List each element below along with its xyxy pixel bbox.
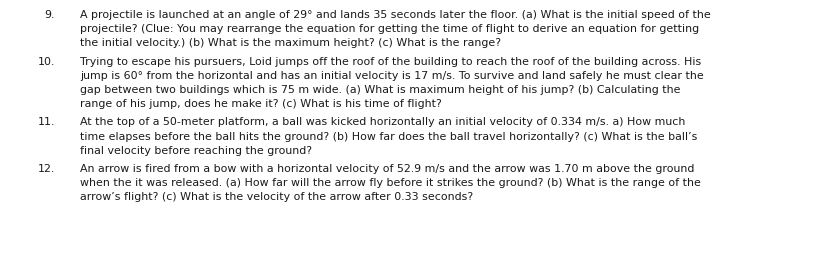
Text: final velocity before reaching the ground?: final velocity before reaching the groun… — [80, 146, 312, 156]
Text: the initial velocity.) (b) What is the maximum height? (c) What is the range?: the initial velocity.) (b) What is the m… — [80, 38, 501, 48]
Text: 9.: 9. — [45, 10, 55, 20]
Text: gap between two buildings which is 75 m wide. (a) What is maximum height of his : gap between two buildings which is 75 m … — [80, 85, 681, 95]
Text: jump is 60° from the horizontal and has an initial velocity is 17 m/s. To surviv: jump is 60° from the horizontal and has … — [80, 71, 704, 81]
Text: 11.: 11. — [37, 117, 55, 128]
Text: time elapses before the ball hits the ground? (b) How far does the ball travel h: time elapses before the ball hits the gr… — [80, 132, 697, 141]
Text: At the top of a 50-meter platform, a ball was kicked horizontally an initial vel: At the top of a 50-meter platform, a bal… — [80, 117, 686, 128]
Text: An arrow is fired from a bow with a horizontal velocity of 52.9 m/s and the arro: An arrow is fired from a bow with a hori… — [80, 164, 695, 174]
Text: arrow’s flight? (c) What is the velocity of the arrow after 0.33 seconds?: arrow’s flight? (c) What is the velocity… — [80, 192, 473, 202]
Text: 12.: 12. — [38, 164, 55, 174]
Text: Trying to escape his pursuers, Loid jumps off the roof of the building to reach : Trying to escape his pursuers, Loid jump… — [80, 56, 701, 67]
Text: range of his jump, does he make it? (c) What is his time of flight?: range of his jump, does he make it? (c) … — [80, 99, 442, 109]
Text: 10.: 10. — [37, 56, 55, 67]
Text: when the it was released. (a) How far will the arrow fly before it strikes the g: when the it was released. (a) How far wi… — [80, 178, 700, 188]
Text: A projectile is launched at an angle of 29° and lands 35 seconds later the floor: A projectile is launched at an angle of … — [80, 10, 710, 20]
Text: projectile? (Clue: You may rearrange the equation for getting the time of flight: projectile? (Clue: You may rearrange the… — [80, 24, 699, 34]
